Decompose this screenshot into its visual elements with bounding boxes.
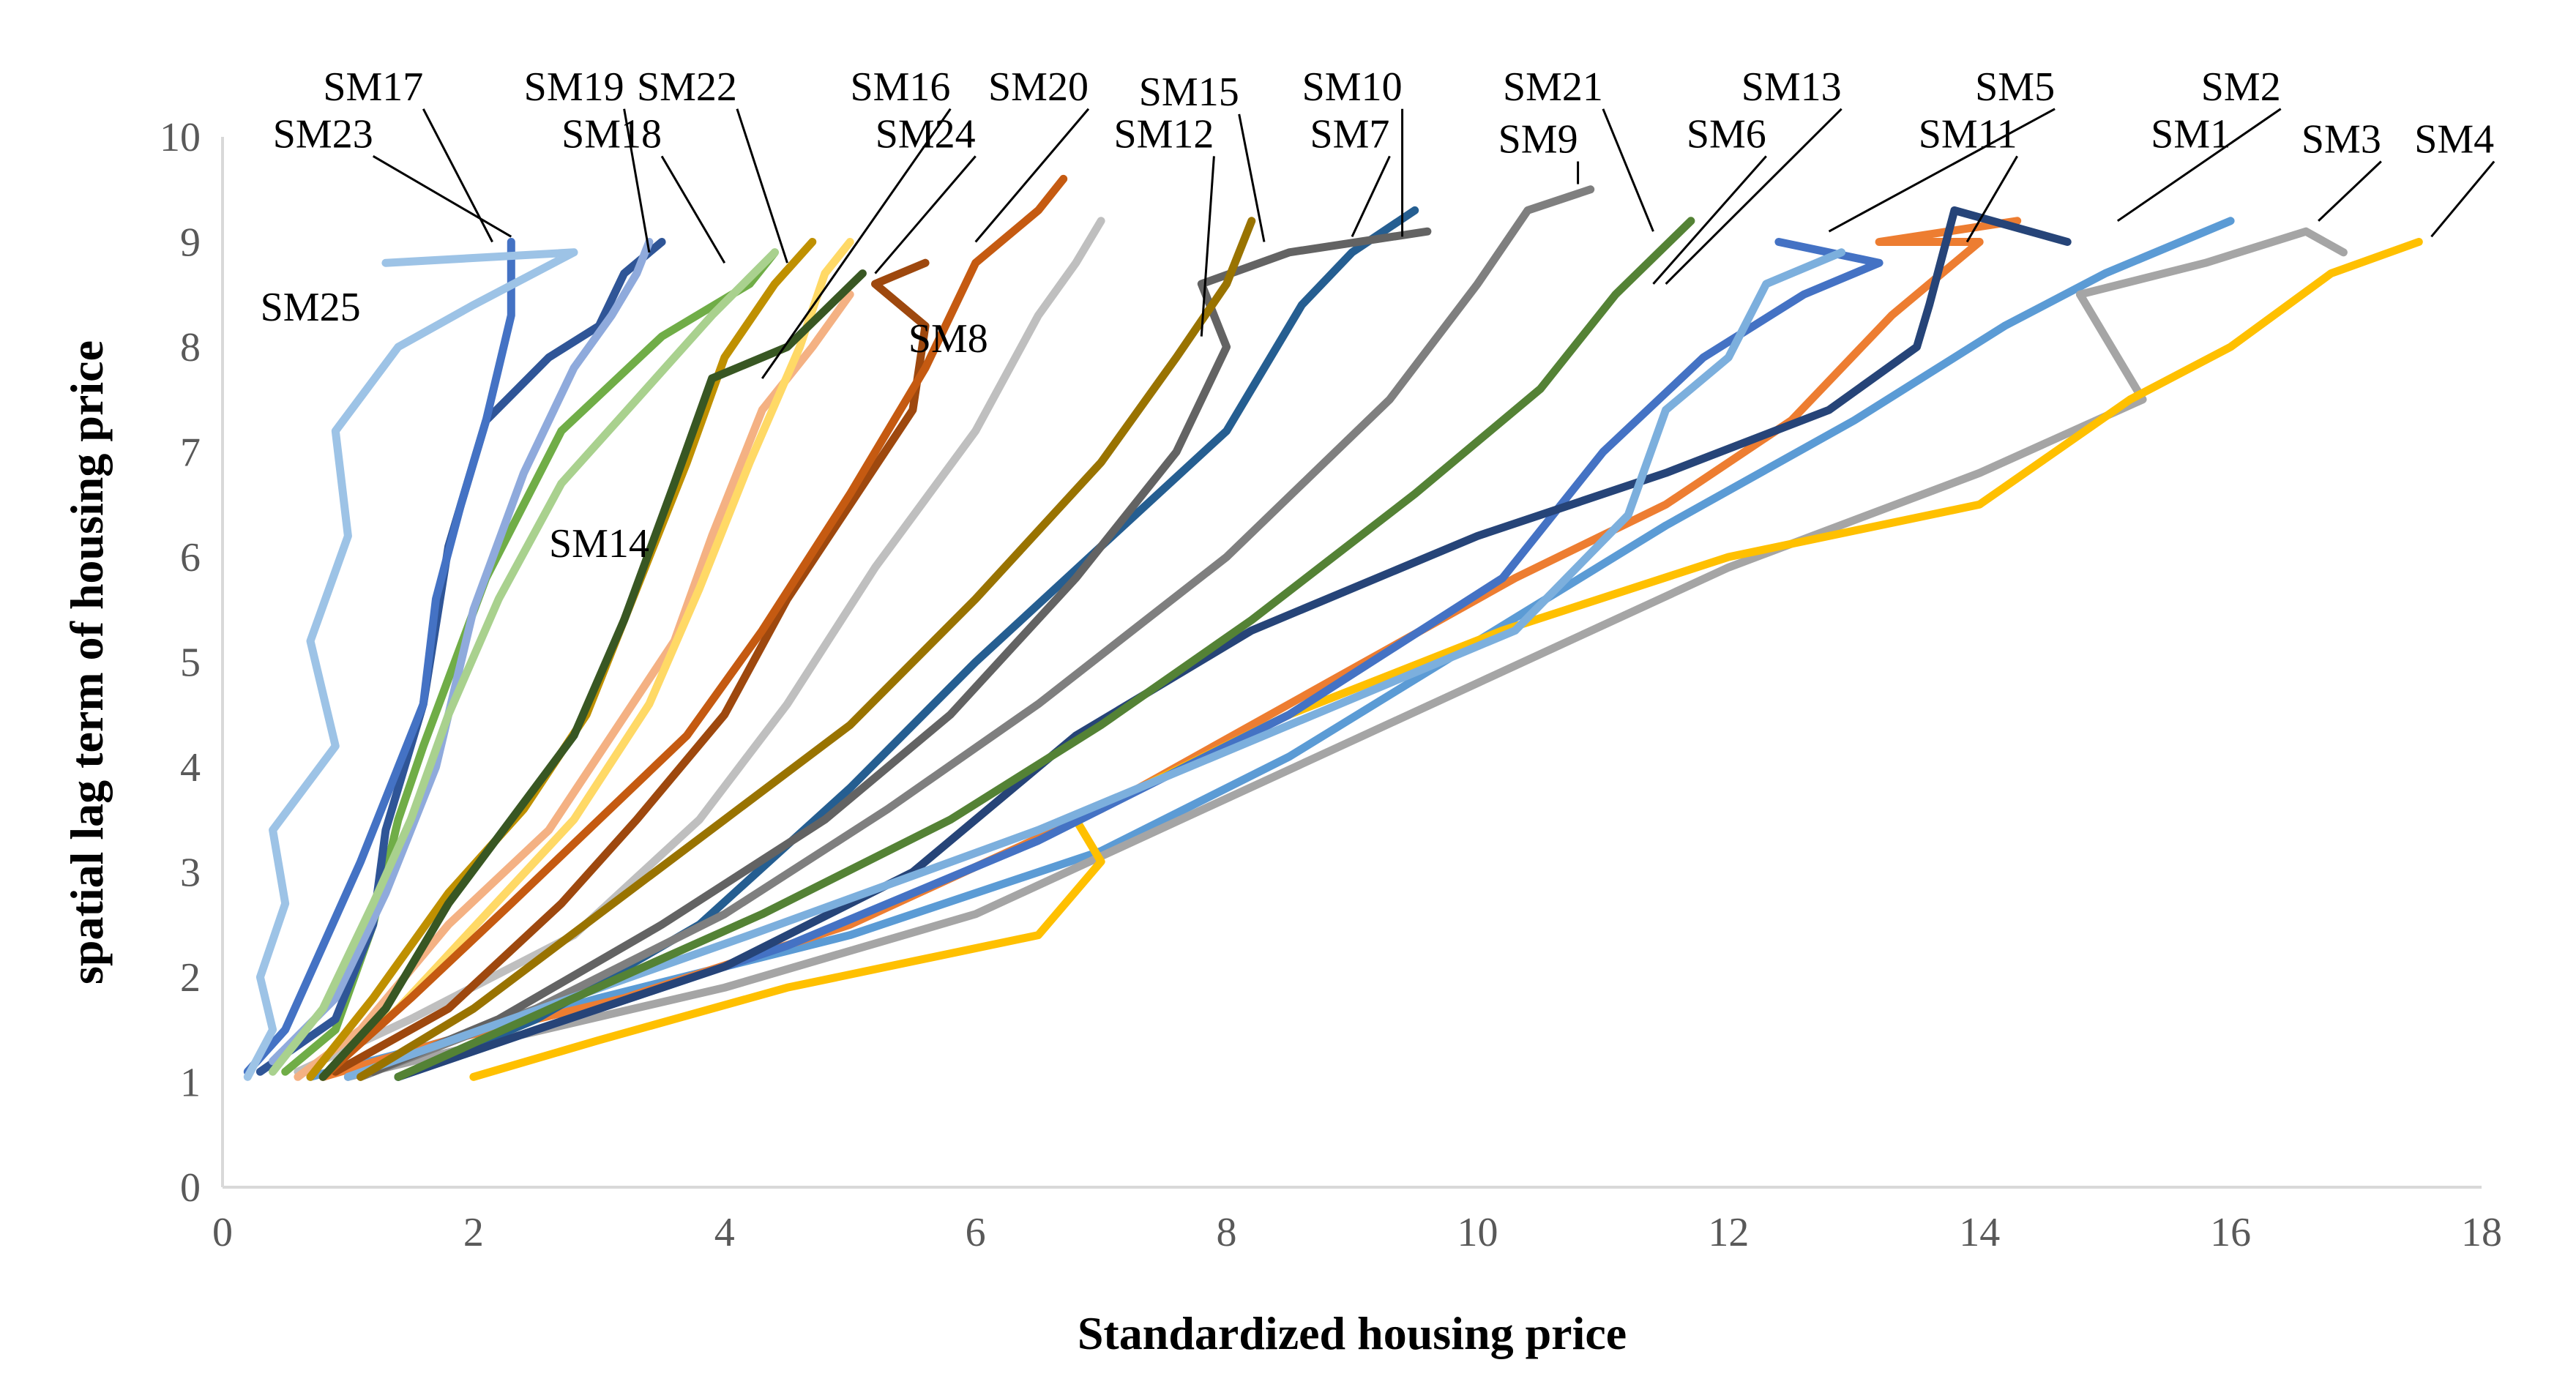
- x-tick-label: 2: [463, 1210, 484, 1255]
- leader-line: [372, 155, 512, 238]
- x-tick-label: 16: [2210, 1210, 2251, 1255]
- y-tick-label: 2: [180, 955, 201, 1001]
- series-group: [243, 174, 2423, 1081]
- series-label-sm21: SM21: [1503, 64, 1603, 110]
- leader-line: [1200, 156, 1215, 337]
- y-tick-label: 1: [180, 1061, 201, 1106]
- y-tick-label: 5: [180, 640, 201, 686]
- y-axis-title: spatial lag term of housing price: [61, 340, 113, 984]
- series-line-sm18: [269, 238, 654, 1066]
- x-tick-label: 8: [1217, 1210, 1237, 1255]
- leader-line: [761, 108, 952, 379]
- series-label-sm15: SM15: [1139, 70, 1239, 115]
- series-label-sm3: SM3: [2301, 117, 2381, 162]
- y-tick-label: 6: [180, 535, 201, 580]
- y-tick-label: 4: [180, 745, 201, 790]
- leader-line: [1665, 108, 1843, 285]
- series-label-sm25: SM25: [261, 285, 361, 330]
- x-tick-label: 4: [714, 1210, 735, 1255]
- series-label-sm22: SM22: [637, 64, 737, 110]
- series-line-sm23: [243, 238, 515, 1076]
- series-label-sm4: SM4: [2414, 117, 2494, 162]
- series-label-sm16: SM16: [850, 64, 950, 110]
- y-tick-label: 9: [180, 220, 201, 266]
- series-label-sm19: SM19: [524, 64, 624, 110]
- x-tick-label: 0: [212, 1210, 233, 1255]
- leader-line: [422, 108, 493, 243]
- series-label-sm8: SM8: [908, 316, 988, 362]
- series-label-sm24: SM24: [876, 111, 976, 157]
- leader-line: [1828, 108, 2056, 233]
- series-line-sm12: [331, 258, 930, 1076]
- series-line-sm4: [469, 238, 2423, 1081]
- series-label-sm6: SM6: [1687, 111, 1766, 157]
- series-line-sm19: [269, 248, 779, 1076]
- series-label-sm14: SM14: [549, 521, 649, 567]
- series-line-sm24: [318, 269, 867, 1081]
- y-tick-label: 3: [180, 851, 201, 896]
- series-label-sm18: SM18: [561, 111, 662, 157]
- series-line-sm21: [394, 217, 1695, 1081]
- leader-line: [2318, 160, 2382, 222]
- y-tick-label: 0: [180, 1165, 201, 1211]
- leader-line: [1602, 108, 1654, 232]
- x-tick-label: 14: [1959, 1210, 2000, 1255]
- series-line-sm13: [343, 248, 1846, 1081]
- series-line-sm8: [294, 217, 1105, 1076]
- y-tick-label: 10: [160, 115, 201, 160]
- series-label-sm1: SM1: [2151, 111, 2230, 157]
- leader-line: [623, 108, 651, 253]
- leader-line: [974, 108, 1090, 243]
- leader-line: [1351, 155, 1391, 237]
- series-label-sm11: SM11: [1919, 111, 2017, 157]
- series-line-sm11: [394, 206, 2072, 1081]
- series-label-sm20: SM20: [988, 64, 1089, 110]
- x-tick-label: 6: [966, 1210, 986, 1255]
- leader-line: [2116, 108, 2282, 223]
- y-tick-label: 8: [180, 325, 201, 370]
- series-line-sm16: [318, 238, 854, 1081]
- series-label-sm10: SM10: [1302, 64, 1403, 110]
- leader-line: [1965, 155, 2018, 243]
- series-line-sm3: [343, 227, 2348, 1081]
- series-line-sm20: [318, 174, 1068, 1081]
- x-tick-label: 10: [1457, 1210, 1498, 1255]
- series-line-sm2: [318, 217, 2022, 1081]
- leader-line: [1238, 113, 1266, 242]
- series-line-sm25: [243, 248, 578, 1081]
- axes: [221, 137, 2482, 1189]
- x-tick-label: 12: [1708, 1210, 1749, 1255]
- x-axis-title: Standardized housing price: [1078, 1307, 1627, 1359]
- series-label-sm23: SM23: [273, 111, 373, 157]
- series-label-sm12: SM12: [1113, 111, 1214, 157]
- series-line-sm1: [306, 217, 2235, 1081]
- series-label-sm7: SM7: [1310, 111, 1389, 157]
- series-label-sm13: SM13: [1741, 64, 1842, 110]
- leader-line: [2430, 160, 2495, 238]
- leader-line: [660, 155, 726, 263]
- series-label-sm17: SM17: [323, 64, 423, 110]
- leader-line: [874, 155, 977, 274]
- leader-line: [1652, 155, 1767, 285]
- series-label-sm9: SM9: [1498, 117, 1578, 162]
- y-tick-label: 7: [180, 430, 201, 476]
- leader-line: [736, 108, 788, 263]
- series-label-sm5: SM5: [1975, 64, 2055, 110]
- series-label-sm2: SM2: [2201, 64, 2281, 110]
- x-tick-label: 18: [2461, 1210, 2502, 1255]
- series-line-sm9: [356, 185, 1595, 1081]
